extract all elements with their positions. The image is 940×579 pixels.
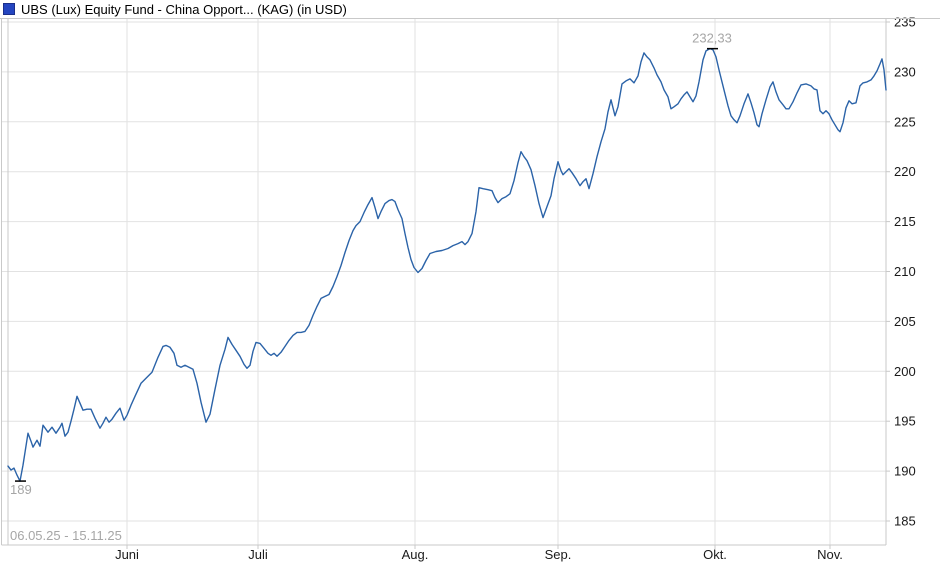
- y-axis-label: 235: [894, 15, 916, 30]
- chart-header: UBS (Lux) Equity Fund - China Opport... …: [3, 0, 347, 18]
- y-axis-label: 185: [894, 514, 916, 529]
- x-axis-label: Juli: [248, 547, 268, 562]
- y-axis-label: 200: [894, 364, 916, 379]
- x-axis-label: Okt.: [703, 547, 727, 562]
- x-axis-label: Nov.: [817, 547, 843, 562]
- y-axis-label: 205: [894, 314, 916, 329]
- x-axis-label: Juni: [115, 547, 139, 562]
- y-axis-label: 215: [894, 214, 916, 229]
- y-axis-label: 225: [894, 114, 916, 129]
- y-axis-label: 195: [894, 414, 916, 429]
- y-axis-label: 210: [894, 264, 916, 279]
- x-axis-label: Aug.: [402, 547, 429, 562]
- fund-series-icon: [3, 3, 15, 15]
- y-axis-label: 220: [894, 164, 916, 179]
- max-annotation-label: 232,33: [692, 31, 732, 46]
- price-line: [7, 47, 887, 482]
- y-axis-label: 190: [894, 464, 916, 479]
- chart-title: UBS (Lux) Equity Fund - China Opport... …: [21, 1, 347, 17]
- min-annotation-label: 189: [10, 482, 32, 497]
- date-range-label: 06.05.25 - 15.11.25: [10, 528, 122, 543]
- y-axis-label: 230: [894, 64, 916, 79]
- x-axis-label: Sep.: [545, 547, 572, 562]
